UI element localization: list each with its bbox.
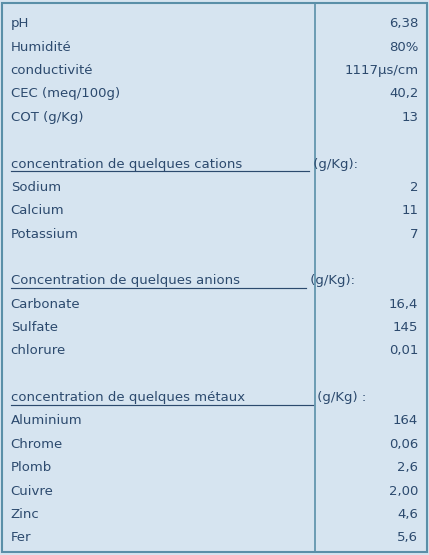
Text: pH: pH (11, 17, 29, 31)
Text: Fer: Fer (11, 531, 31, 544)
Text: Concentration de quelques anions: Concentration de quelques anions (11, 274, 240, 287)
Text: chlorure: chlorure (11, 345, 66, 357)
Text: 145: 145 (393, 321, 418, 334)
Text: Sulfate: Sulfate (11, 321, 58, 334)
Text: 16,4: 16,4 (389, 297, 418, 311)
Text: Aluminium: Aluminium (11, 415, 82, 427)
Text: Carbonate: Carbonate (11, 297, 80, 311)
Text: COT (g/Kg): COT (g/Kg) (11, 111, 83, 124)
Text: Calcium: Calcium (11, 204, 64, 217)
Text: 0,01: 0,01 (389, 345, 418, 357)
Text: Humidité: Humidité (11, 41, 72, 54)
Text: Plomb: Plomb (11, 461, 52, 474)
Text: 2,6: 2,6 (397, 461, 418, 474)
Text: Sodium: Sodium (11, 181, 61, 194)
Text: Chrome: Chrome (11, 438, 63, 451)
Text: 13: 13 (401, 111, 418, 124)
Text: 164: 164 (393, 415, 418, 427)
Text: 80%: 80% (389, 41, 418, 54)
Text: concentration de quelques métaux: concentration de quelques métaux (11, 391, 245, 404)
Text: conductivité: conductivité (11, 64, 93, 77)
Text: (g/Kg):: (g/Kg): (306, 274, 355, 287)
Text: 11: 11 (401, 204, 418, 217)
Text: Potassium: Potassium (11, 228, 79, 241)
Text: CEC (meq/100g): CEC (meq/100g) (11, 88, 120, 100)
Text: 40,2: 40,2 (389, 88, 418, 100)
Text: (g/Kg) :: (g/Kg) : (313, 391, 366, 404)
Text: 0,06: 0,06 (389, 438, 418, 451)
Text: 1117μs/cm: 1117μs/cm (344, 64, 418, 77)
Text: 7: 7 (410, 228, 418, 241)
Text: 4,6: 4,6 (397, 508, 418, 521)
Text: (g/Kg):: (g/Kg): (309, 158, 358, 170)
Text: Zinc: Zinc (11, 508, 39, 521)
Text: 2: 2 (410, 181, 418, 194)
Text: Cuivre: Cuivre (11, 485, 54, 497)
Text: 6,38: 6,38 (389, 17, 418, 31)
Text: 2,00: 2,00 (389, 485, 418, 497)
Text: 5,6: 5,6 (397, 531, 418, 544)
Text: concentration de quelques cations: concentration de quelques cations (11, 158, 242, 170)
